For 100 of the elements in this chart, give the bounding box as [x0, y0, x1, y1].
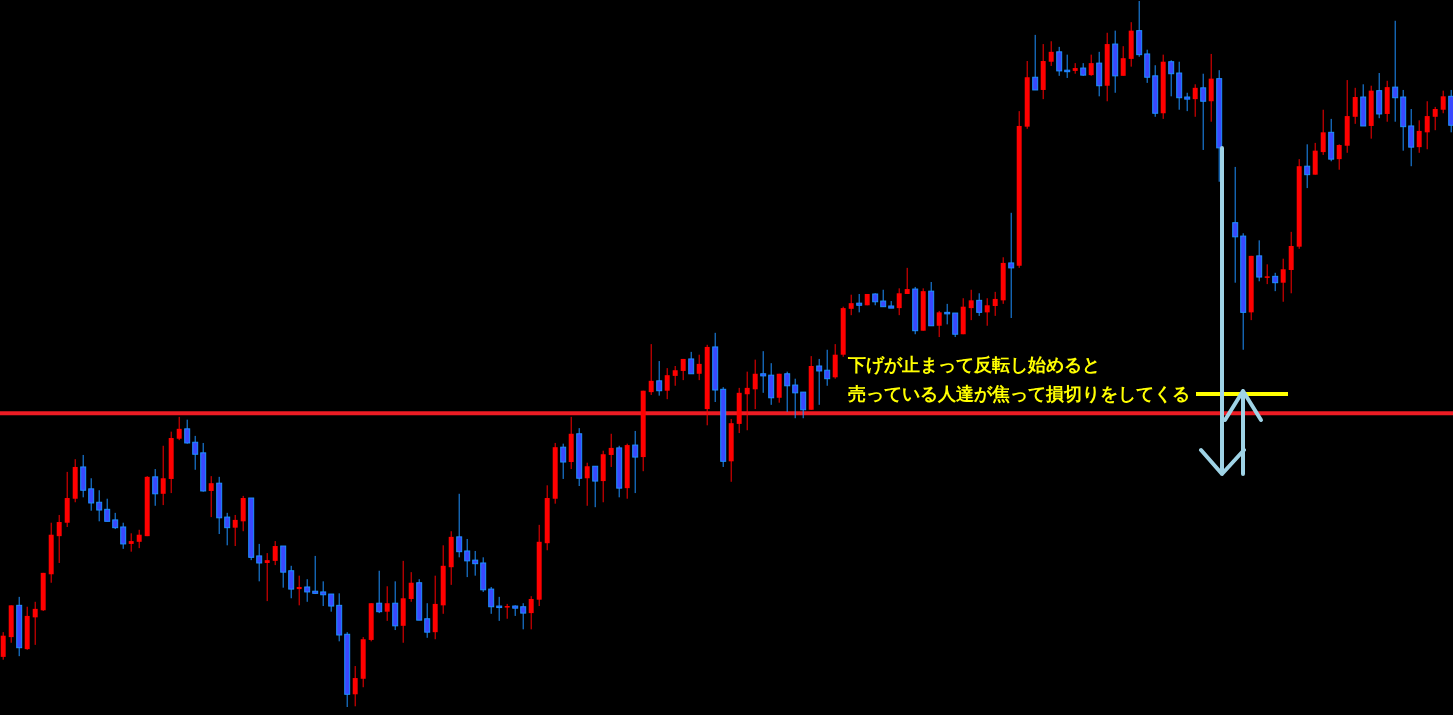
candlestick	[608, 433, 614, 468]
candlestick	[1424, 100, 1430, 150]
candlestick	[464, 538, 471, 578]
candlestick	[656, 360, 663, 397]
candlestick	[120, 522, 127, 550]
candlestick	[1432, 106, 1438, 131]
candlestick	[936, 310, 942, 338]
candlestick	[752, 359, 758, 410]
candlestick	[152, 468, 159, 507]
candlestick	[1336, 143, 1342, 171]
candlestick	[1376, 72, 1383, 119]
candlestick	[800, 391, 807, 419]
candlestick	[224, 512, 231, 546]
candlestick	[1256, 239, 1263, 282]
candlestick	[648, 343, 654, 396]
candlestick	[672, 365, 678, 387]
candlestick	[1192, 83, 1198, 118]
candlestick	[1232, 166, 1239, 284]
candlestick	[1144, 49, 1151, 84]
candlestick	[1056, 46, 1063, 77]
candlestick	[272, 540, 278, 566]
candlestick	[1200, 73, 1207, 151]
candlestick	[496, 596, 503, 622]
candlestick	[984, 297, 990, 327]
candlestick	[1168, 59, 1175, 97]
candlestick	[896, 287, 902, 316]
candlestick	[1280, 258, 1286, 303]
candlestick	[1272, 272, 1279, 292]
candlestick	[664, 367, 670, 400]
candlestick	[32, 601, 38, 646]
candlestick	[904, 267, 910, 295]
candlestick	[856, 293, 863, 313]
candlestick	[208, 475, 214, 518]
candlestick	[192, 435, 199, 471]
candlestick	[832, 343, 838, 380]
candlestick	[520, 602, 527, 630]
candlestick	[288, 565, 295, 599]
candlestick	[1304, 143, 1311, 189]
candlestick	[1320, 109, 1326, 156]
candlestick	[312, 555, 319, 595]
candlestick	[848, 294, 854, 316]
candlestick	[80, 454, 87, 498]
candlestick	[976, 292, 983, 317]
candlestick	[1264, 263, 1270, 285]
candlestick	[304, 578, 311, 603]
candlestick	[784, 371, 791, 413]
candlestick	[816, 358, 823, 406]
candlestick	[1032, 34, 1039, 91]
candlestick	[184, 419, 191, 445]
candlestick	[488, 586, 495, 615]
candlestick	[1208, 53, 1214, 123]
candlestick	[104, 498, 111, 522]
candlestick	[1096, 51, 1103, 97]
candlestick	[1008, 212, 1015, 319]
candlestick	[776, 373, 782, 404]
candlestick	[1048, 40, 1054, 67]
candlestick	[256, 543, 263, 582]
candlestick	[320, 580, 327, 607]
candlestick	[992, 291, 998, 317]
candlestick	[424, 602, 431, 639]
candlestick	[1088, 54, 1094, 77]
candlestick	[592, 465, 599, 508]
candlestick	[632, 430, 639, 494]
candlestick	[1416, 119, 1422, 154]
candlestick	[528, 595, 534, 630]
candlestick	[96, 489, 103, 522]
candlestick	[296, 575, 302, 606]
candlestick	[384, 585, 390, 622]
candlestick	[352, 665, 358, 707]
candlestick	[768, 362, 775, 406]
candlestick	[792, 378, 799, 419]
candlestick	[472, 550, 479, 577]
candlestick	[0, 631, 6, 661]
candlestick	[160, 445, 166, 506]
candlestick	[56, 514, 62, 564]
candlestick	[560, 443, 567, 480]
candlestick	[88, 477, 95, 512]
candlestick	[824, 349, 831, 387]
candlestick	[1408, 108, 1415, 167]
candlestick	[128, 532, 134, 553]
candlestick	[1120, 45, 1126, 77]
candlestick	[136, 529, 142, 549]
candlestick	[264, 552, 270, 602]
candlestick	[1440, 90, 1446, 114]
candlestick	[688, 351, 695, 375]
candlestick	[456, 493, 463, 558]
candlestick	[1392, 20, 1399, 123]
candlestick	[240, 495, 246, 532]
candlestick	[1352, 87, 1358, 125]
candlestick	[376, 570, 383, 614]
candlestick	[744, 371, 750, 431]
candlestick	[176, 416, 182, 441]
candlestick	[1184, 92, 1191, 112]
candlestick	[696, 354, 702, 381]
annotation: 下げが止まって反転し始めると	[848, 354, 1100, 375]
candlestick	[408, 571, 414, 603]
candlestick	[232, 514, 238, 547]
annotation: 売っている人達が焦って損切りをしてくる	[848, 383, 1190, 404]
candlestick	[760, 350, 767, 394]
candlestick	[392, 580, 399, 631]
